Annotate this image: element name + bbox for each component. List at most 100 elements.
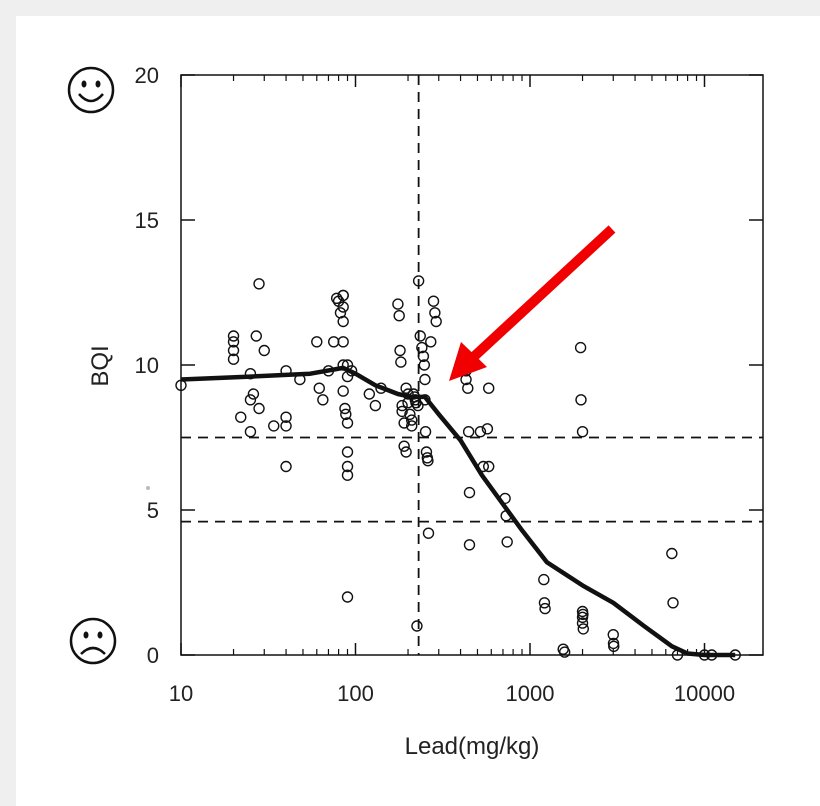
chart-card: 10 100 1000 10000 0 5 10 15 20 Lead(mg/kg) BQI	[16, 16, 820, 806]
data-point	[539, 602, 551, 615]
data-point	[340, 408, 352, 420]
data-point	[481, 423, 494, 435]
data-point	[666, 547, 678, 560]
data-point	[398, 440, 410, 452]
data-point	[422, 455, 434, 467]
data-point	[393, 310, 405, 322]
data-point	[396, 399, 408, 412]
data-point	[337, 289, 349, 302]
data-point	[411, 620, 423, 632]
data-point	[463, 539, 476, 551]
data-point	[330, 292, 343, 304]
data-point	[253, 278, 265, 290]
data-point	[339, 402, 351, 415]
data-point	[417, 350, 430, 362]
data-point	[341, 417, 354, 429]
data-point	[341, 446, 354, 458]
x-axis-title: Lead(mg/kg)	[405, 733, 540, 760]
data-point	[313, 382, 325, 394]
data-point	[369, 399, 382, 412]
data-point	[429, 307, 441, 319]
data-point	[422, 527, 435, 539]
data-point	[227, 330, 240, 342]
data-point	[483, 460, 495, 473]
data-point	[483, 382, 495, 394]
data-point	[400, 382, 412, 394]
data-point	[227, 336, 240, 348]
data-point	[235, 411, 247, 423]
data-point	[317, 394, 329, 406]
data-point	[337, 315, 349, 328]
x-tick-label: 100	[337, 681, 374, 706]
frowning-face-icon	[69, 617, 117, 665]
data-point	[392, 298, 404, 310]
data-point	[427, 295, 440, 307]
data-point	[430, 315, 442, 328]
data-point	[474, 426, 487, 438]
data-point	[425, 336, 437, 348]
data-point	[227, 344, 240, 357]
data-point	[247, 388, 260, 400]
data-point	[607, 629, 619, 641]
x-tick-label: 10	[169, 681, 193, 706]
data-point	[311, 336, 323, 348]
data-point	[576, 617, 589, 629]
data-point	[280, 411, 292, 423]
data-point	[412, 275, 425, 287]
trend-line	[180, 365, 736, 658]
data-point	[420, 446, 433, 458]
data-point	[501, 536, 513, 548]
data-point	[175, 379, 187, 391]
data-point	[608, 640, 620, 652]
data-point	[337, 336, 349, 348]
data-point	[418, 359, 431, 371]
data-point	[414, 330, 426, 342]
data-point	[337, 301, 349, 313]
data-point	[558, 646, 571, 658]
data-point	[363, 388, 376, 400]
data-point	[412, 399, 424, 412]
data-point	[341, 469, 354, 481]
data-point	[268, 420, 280, 432]
data-point	[396, 405, 408, 418]
data-point	[341, 591, 354, 603]
data-point	[341, 460, 354, 473]
data-point	[419, 373, 431, 386]
smiley-face-icon	[67, 66, 115, 114]
data-point	[577, 623, 589, 635]
data-point	[574, 341, 587, 354]
bqi-lead-chart: 10 100 1000 10000 0 5 10 15 20 Lead(mg/kg) BQI	[67, 63, 764, 760]
data-point	[250, 330, 262, 342]
data-point	[463, 486, 476, 499]
y-axis-title: BQI	[87, 345, 114, 386]
x-tick-label: 1000	[506, 681, 555, 706]
data-point	[404, 408, 416, 420]
data-point	[406, 420, 418, 432]
y-tick-label: 5	[147, 498, 159, 523]
data-point	[244, 394, 257, 406]
y-tick-label: 20	[135, 63, 159, 88]
data-point	[462, 426, 475, 438]
data-point	[398, 417, 410, 429]
data-point	[400, 446, 412, 458]
data-point	[227, 353, 240, 365]
data-point	[280, 420, 292, 432]
data-point	[419, 426, 432, 438]
data-point	[577, 608, 589, 621]
data-point	[538, 573, 550, 586]
data-point	[667, 597, 679, 609]
data-point	[253, 402, 265, 415]
data-point	[258, 344, 270, 357]
data-point	[575, 394, 587, 406]
data-point	[538, 597, 551, 609]
x-tick-label: 10000	[674, 681, 735, 706]
stray-dot	[146, 486, 150, 490]
data-point	[416, 341, 428, 354]
annotation-arrow	[449, 225, 616, 381]
y-tick-label: 10	[135, 353, 159, 378]
data-point	[462, 382, 474, 394]
data-point	[327, 336, 340, 348]
data-point	[280, 460, 292, 473]
data-point	[395, 356, 407, 368]
data-point	[576, 426, 589, 438]
